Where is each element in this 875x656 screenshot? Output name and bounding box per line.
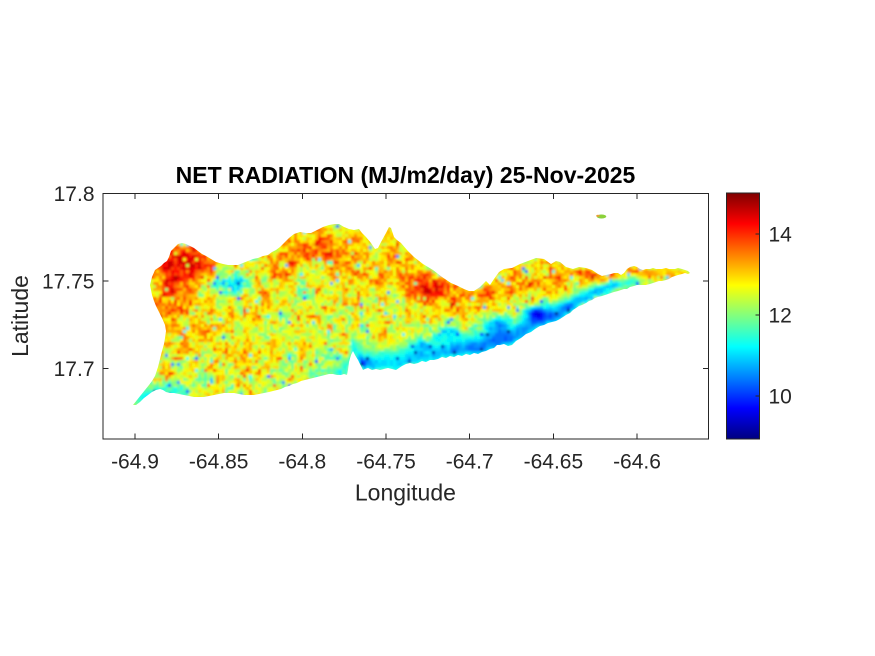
svg-text:-64.85: -64.85 <box>189 451 249 474</box>
svg-text:12: 12 <box>769 305 792 328</box>
svg-text:17.75: 17.75 <box>42 270 95 293</box>
svg-text:-64.8: -64.8 <box>278 451 326 474</box>
svg-text:Longitude: Longitude <box>355 480 456 506</box>
svg-text:Latitude: Latitude <box>7 275 33 357</box>
svg-text:17.7: 17.7 <box>54 358 95 381</box>
svg-text:10: 10 <box>769 386 792 409</box>
svg-text:-64.65: -64.65 <box>524 451 584 474</box>
svg-text:17.8: 17.8 <box>54 183 95 206</box>
svg-text:-64.7: -64.7 <box>446 451 494 474</box>
svg-text:-64.9: -64.9 <box>111 451 159 474</box>
svg-text:-64.75: -64.75 <box>356 451 416 474</box>
svg-text:14: 14 <box>769 224 793 247</box>
svg-text:-64.6: -64.6 <box>613 451 661 474</box>
svg-text:NET RADIATION (MJ/m2/day) 25-N: NET RADIATION (MJ/m2/day) 25-Nov-2025 <box>176 162 636 188</box>
